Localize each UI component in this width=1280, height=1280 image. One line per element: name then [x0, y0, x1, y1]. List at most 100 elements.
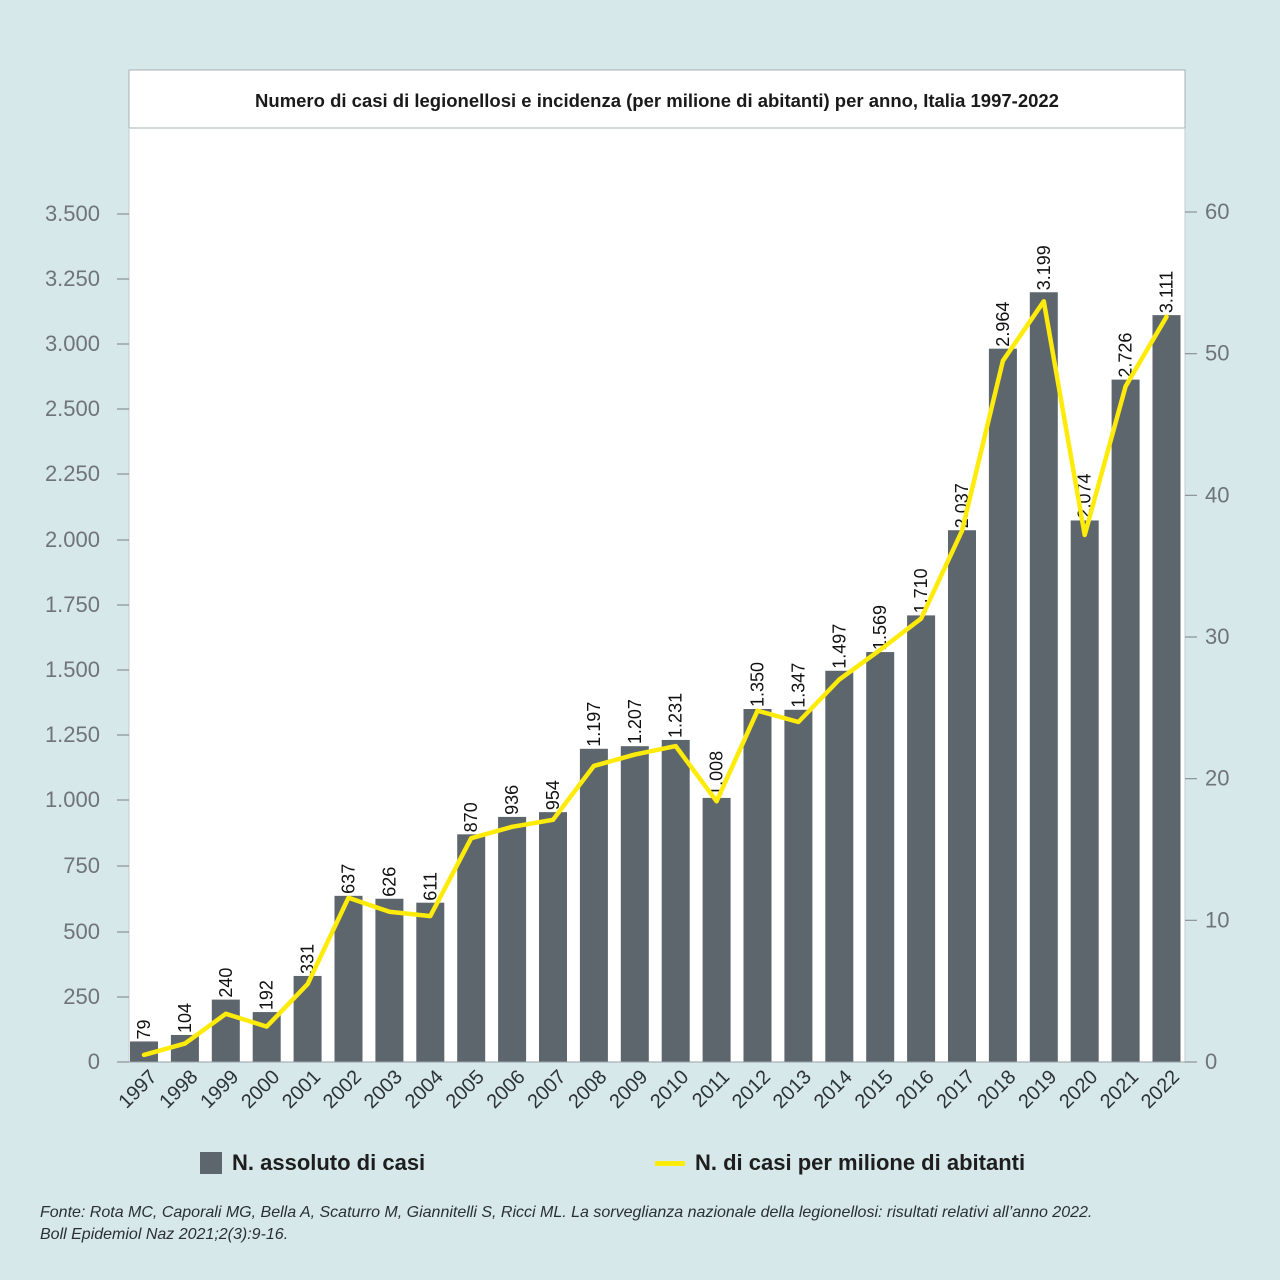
- y-left-tick-label: 500: [63, 919, 100, 944]
- source-line-2: Boll Epidemiol Naz 2021;2(3):9-16.: [40, 1226, 289, 1243]
- x-tick-label: 2013: [769, 1066, 816, 1113]
- bar-value-label: 954: [543, 780, 563, 810]
- bar-value-label: 626: [379, 867, 399, 897]
- x-tick-label: 2006: [483, 1066, 530, 1113]
- bar: [1152, 315, 1181, 1062]
- x-tick-label: 2002: [319, 1066, 366, 1113]
- bar: [702, 797, 731, 1062]
- y-right-tick-label: 20: [1205, 766, 1229, 791]
- y-right-tick-label: 30: [1205, 624, 1229, 649]
- x-tick-label: 2012: [728, 1066, 775, 1113]
- x-tick-label: 2009: [605, 1066, 652, 1113]
- x-tick-label: 1998: [155, 1066, 202, 1113]
- bar: [293, 975, 322, 1062]
- bar-value-label: 1.497: [829, 624, 849, 669]
- x-tick-label: 2011: [688, 1066, 734, 1112]
- bar: [661, 739, 690, 1062]
- x-tick-label: 2010: [646, 1066, 693, 1113]
- bar: [784, 709, 813, 1062]
- bar: [252, 1012, 281, 1062]
- legend-swatch-line: [655, 1160, 685, 1166]
- x-tick-label: 2014: [810, 1066, 857, 1113]
- x-tick-label: 2007: [524, 1066, 571, 1113]
- bar-value-label: 1.231: [666, 693, 686, 738]
- y-right-tick-label: 40: [1205, 482, 1229, 507]
- x-tick-label: 2015: [851, 1066, 898, 1113]
- y-left-tick-label: 1.000: [45, 787, 100, 812]
- bar-value-label: 611: [420, 872, 440, 901]
- x-tick-label: 2022: [1137, 1066, 1184, 1113]
- y-left-tick-label: 3.250: [45, 266, 100, 291]
- bar-value-label: 3.111: [1157, 271, 1177, 313]
- bar-value-label: 331: [298, 944, 318, 974]
- bar-value-label: 870: [461, 802, 481, 832]
- bar-value-label: 240: [216, 968, 236, 998]
- y-right-tick-label: 50: [1205, 341, 1229, 366]
- source-line-1: Fonte: Rota MC, Caporali MG, Bella A, Sc…: [40, 1204, 1093, 1221]
- bar: [907, 615, 936, 1062]
- x-tick-label: 2005: [442, 1066, 489, 1113]
- bar: [498, 816, 527, 1062]
- bar: [948, 530, 976, 1062]
- bar: [1111, 379, 1140, 1062]
- x-tick-label: 2000: [237, 1066, 284, 1113]
- bar-value-label: 79: [134, 1019, 154, 1039]
- chart: Numero di casi di legionellosi e inciden…: [45, 69, 1229, 1113]
- bar-value-label: 1.197: [584, 702, 604, 747]
- y-left-tick-label: 1.750: [45, 592, 100, 617]
- y-left-tick-label: 3.000: [45, 331, 100, 356]
- incidence-line: [141, 299, 1169, 1058]
- x-tick-label: 2021: [1096, 1066, 1143, 1113]
- bar-value-label: 104: [175, 1003, 195, 1033]
- bar: [825, 670, 854, 1062]
- y-left-tick-label: 2.000: [45, 527, 100, 552]
- bar-value-label: 2.726: [1116, 333, 1136, 378]
- source-note: Fonte: Rota MC, Caporali MG, Bella A, Sc…: [40, 1202, 1240, 1246]
- legend-label-line: N. di casi per milione di abitanti: [695, 1150, 1026, 1175]
- y-left-tick-label: 1.250: [45, 722, 100, 747]
- bar-value-label: 1.347: [788, 663, 808, 708]
- y-right-tick-label: 60: [1205, 199, 1229, 224]
- x-tick-label: 2016: [892, 1066, 939, 1113]
- x-tick-label: 2018: [973, 1066, 1020, 1113]
- x-tick-label: 2003: [360, 1066, 407, 1113]
- x-tick-label: 2017: [933, 1066, 980, 1113]
- bar-value-label: 1.710: [911, 568, 931, 613]
- bar-value-label: 192: [257, 980, 277, 1010]
- bar-value-label: 2.964: [993, 302, 1013, 347]
- bar: [130, 1041, 158, 1062]
- bar-value-label: 936: [502, 785, 522, 815]
- y-right-tick-label: 0: [1205, 1049, 1217, 1074]
- y-left-tick-label: 0: [88, 1049, 100, 1074]
- bar-value-label: 3.199: [1034, 245, 1054, 290]
- x-tick-label: 2008: [564, 1066, 611, 1113]
- bar: [620, 746, 649, 1062]
- y-left-tick-label: 3.500: [45, 201, 100, 226]
- bar: [211, 999, 240, 1062]
- bar-value-label: 1.008: [707, 751, 727, 796]
- bar: [743, 709, 772, 1062]
- plot-area: [129, 70, 1185, 1062]
- x-tick-label: 1997: [115, 1066, 162, 1113]
- legend-item-bars: N. assoluto di casi: [200, 1148, 425, 1178]
- bar: [457, 834, 486, 1062]
- y-left-tick-label: 2.250: [45, 461, 100, 486]
- chart-title: Numero di casi di legionellosi e inciden…: [255, 90, 1059, 111]
- bar: [539, 812, 567, 1062]
- legend-swatch-bars: [200, 1152, 222, 1174]
- bar: [1070, 520, 1099, 1062]
- bar-value-label: 1.350: [748, 662, 768, 707]
- bar-value-label: 1.569: [870, 605, 890, 650]
- x-tick-label: 2001: [278, 1066, 325, 1113]
- y-left-tick-label: 2.500: [45, 396, 100, 421]
- bar-value-label: 1.207: [625, 699, 645, 744]
- bar: [866, 652, 895, 1062]
- bar: [988, 348, 1017, 1062]
- title-box: [128, 69, 1186, 129]
- legend-label-bars: N. assoluto di casi: [232, 1150, 426, 1175]
- bar: [1029, 292, 1058, 1062]
- bar: [334, 895, 363, 1062]
- bar: [579, 748, 608, 1062]
- y-right-tick-label: 10: [1205, 907, 1229, 932]
- x-tick-label: 2019: [1014, 1066, 1061, 1113]
